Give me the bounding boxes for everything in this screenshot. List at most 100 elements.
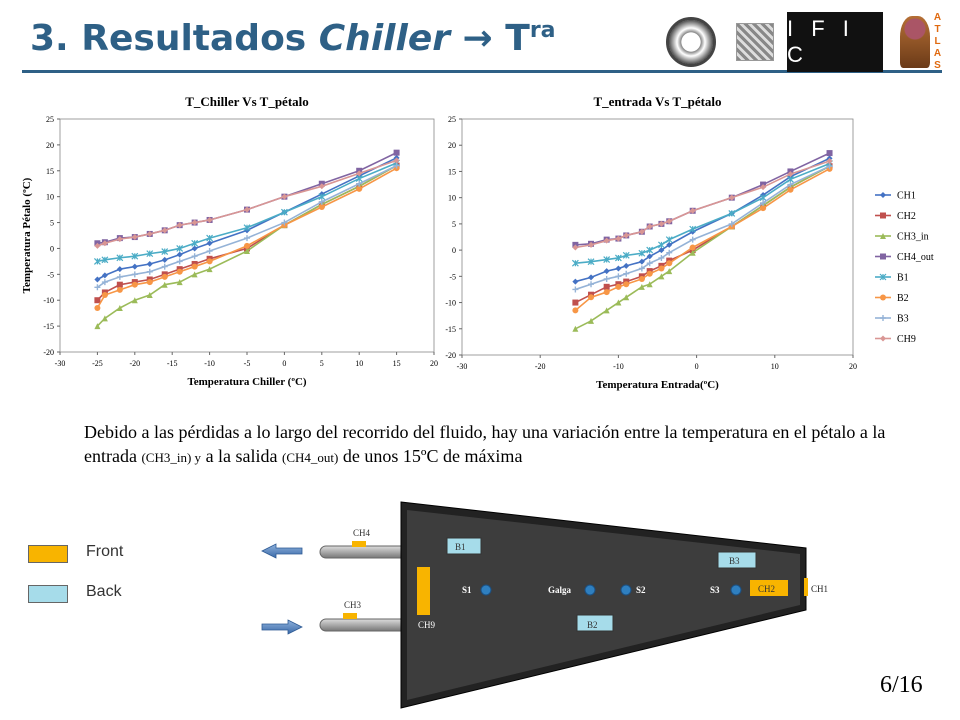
b1-sensor: [446, 537, 482, 555]
data-point: [161, 256, 168, 263]
y-tick-label: 5: [452, 220, 456, 229]
data-point: [787, 171, 794, 178]
legend-entry: B1: [897, 273, 909, 284]
x-tick-label: -20: [129, 359, 140, 368]
description-part-2: a la salida: [201, 446, 283, 466]
data-point: [587, 258, 595, 266]
data-point: [615, 273, 622, 280]
data-point: [666, 249, 673, 256]
data-point: [826, 163, 833, 170]
data-point: [176, 222, 183, 229]
chart-title: T_entrada Vs T_pétalo: [593, 94, 721, 109]
data-point: [646, 281, 653, 288]
data-point: [572, 307, 579, 314]
x-tick-label: 20: [430, 359, 438, 368]
data-point: [176, 251, 183, 258]
y-tick-label: 25: [46, 115, 54, 124]
x-tick-label: -10: [204, 359, 215, 368]
ch9-label: CH9: [418, 620, 436, 630]
data-point: [603, 283, 610, 290]
legend-marker: [880, 335, 886, 342]
data-point: [101, 256, 109, 264]
data-point: [615, 265, 622, 272]
data-point: [131, 271, 138, 278]
ific-logo-text: I F I C: [787, 16, 855, 67]
legend-entry: CH3_in: [897, 232, 929, 243]
legend-entry: CH4_out: [897, 252, 934, 263]
legend-entry: CH2: [897, 211, 916, 222]
data-point: [638, 283, 645, 290]
data-point: [603, 289, 610, 296]
title-rule: [22, 70, 942, 73]
title-prefix: 3. Resultados: [30, 18, 319, 59]
series-b2: [572, 165, 833, 314]
x-tick-label: 10: [355, 359, 363, 368]
data-point: [146, 268, 153, 275]
x-tick-label: 5: [320, 359, 324, 368]
x-tick-label: -5: [244, 359, 251, 368]
y-tick-label: 5: [50, 219, 54, 228]
data-point: [94, 323, 101, 330]
ch4-label: CH4: [353, 528, 371, 538]
description-part-3: de unos 15ºC de máxima: [338, 446, 523, 466]
data-point: [206, 258, 213, 265]
data-point: [787, 186, 794, 193]
data-point: [572, 286, 579, 293]
data-point: [571, 259, 579, 267]
data-point: [615, 299, 622, 306]
legend-entry: CH9: [897, 334, 916, 345]
data-point: [318, 204, 325, 211]
series-line: [97, 162, 397, 263]
data-point: [206, 248, 213, 255]
atlas-figure-icon: [899, 16, 930, 68]
data-point: [689, 236, 696, 243]
series-b1: [93, 159, 401, 265]
front-legend-label: Front: [86, 543, 124, 560]
legend-marker: [880, 294, 886, 301]
series-line: [96, 164, 397, 327]
x-tick-label: -30: [55, 359, 66, 368]
data-point: [146, 292, 153, 299]
slide-title: 3. Resultados Chiller → Tra: [30, 18, 556, 59]
data-point: [94, 304, 101, 311]
inlet-arrow-icon: [261, 619, 303, 635]
s1-label: S1: [462, 585, 472, 595]
data-point: [665, 236, 673, 244]
uv-seal-icon: [666, 17, 716, 67]
universitat-valencia-logo: [650, 12, 732, 72]
b3-sensor: [717, 551, 757, 569]
data-point: [622, 251, 630, 259]
title-italic: Chiller: [318, 18, 451, 59]
data-point: [658, 220, 665, 227]
data-point: [146, 230, 153, 237]
data-point: [760, 184, 767, 191]
y-tick-label: 10: [46, 193, 54, 202]
data-point: [638, 228, 645, 235]
data-point: [623, 232, 630, 239]
data-point: [666, 268, 673, 275]
data-point: [658, 247, 665, 254]
data-point: [689, 207, 696, 214]
y-tick-label: -15: [43, 322, 54, 331]
data-point: [116, 266, 123, 273]
front-legend-swatch: [28, 545, 68, 563]
data-point: [603, 307, 610, 314]
data-point: [116, 254, 124, 262]
series-b2: [94, 165, 400, 311]
back-legend-label: Back: [86, 583, 122, 600]
data-point: [191, 239, 199, 247]
title-sup: ra: [529, 18, 556, 43]
y-tick-label: -15: [445, 325, 456, 334]
data-point: [826, 157, 833, 164]
data-point: [191, 263, 198, 270]
data-point: [356, 185, 363, 192]
data-point: [623, 294, 630, 301]
data-point: [243, 224, 251, 232]
data-point: [658, 254, 665, 261]
data-point: [244, 248, 250, 255]
legend-marker: [880, 315, 886, 321]
data-point: [603, 268, 610, 275]
data-point: [728, 209, 736, 217]
